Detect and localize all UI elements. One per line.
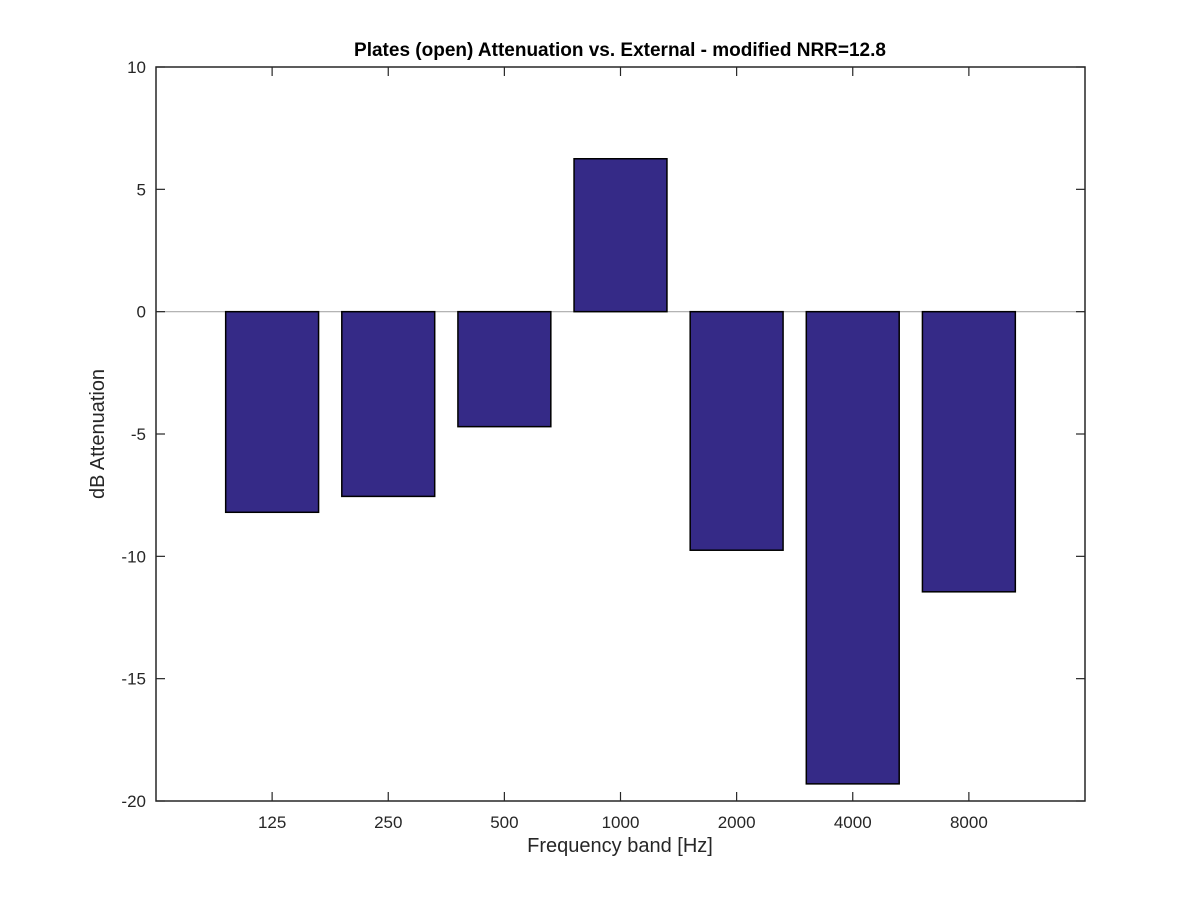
x-axis-label: Frequency band [Hz] [527,835,713,857]
y-tick-label: -15 [121,670,146,689]
bar-4000 [805,310,900,785]
x-tick-label: 8000 [950,813,988,832]
chart-title: Plates (open) Attenuation vs. External -… [354,40,886,61]
x-tick-label: 250 [374,813,402,832]
bar-250 [341,310,436,498]
y-tick-label: -20 [121,792,146,811]
bar-2000 [689,310,784,551]
bar-8000 [921,310,1017,593]
y-tick-label: 5 [137,180,146,199]
bars-group [224,158,1017,785]
y-tick-label: -10 [121,547,146,566]
bar-125 [224,310,320,514]
x-tick-label: 4000 [834,813,872,832]
y-axis-label: dB Attenuation [87,369,109,499]
x-tick-label: 125 [258,813,286,832]
bar-500 [457,310,552,428]
x-tick-label: 500 [490,813,518,832]
ticks-group: 10 5 0 -5 -10 -15 -20 125 250 500 1000 2000 4000 8000 [121,58,1085,832]
x-tick-label: 2000 [718,813,756,832]
bar-1000 [573,158,668,313]
y-tick-label: 10 [127,58,146,77]
x-tick-label: 1000 [602,813,640,832]
y-tick-label: 0 [137,303,146,322]
y-tick-label: -5 [131,425,146,444]
